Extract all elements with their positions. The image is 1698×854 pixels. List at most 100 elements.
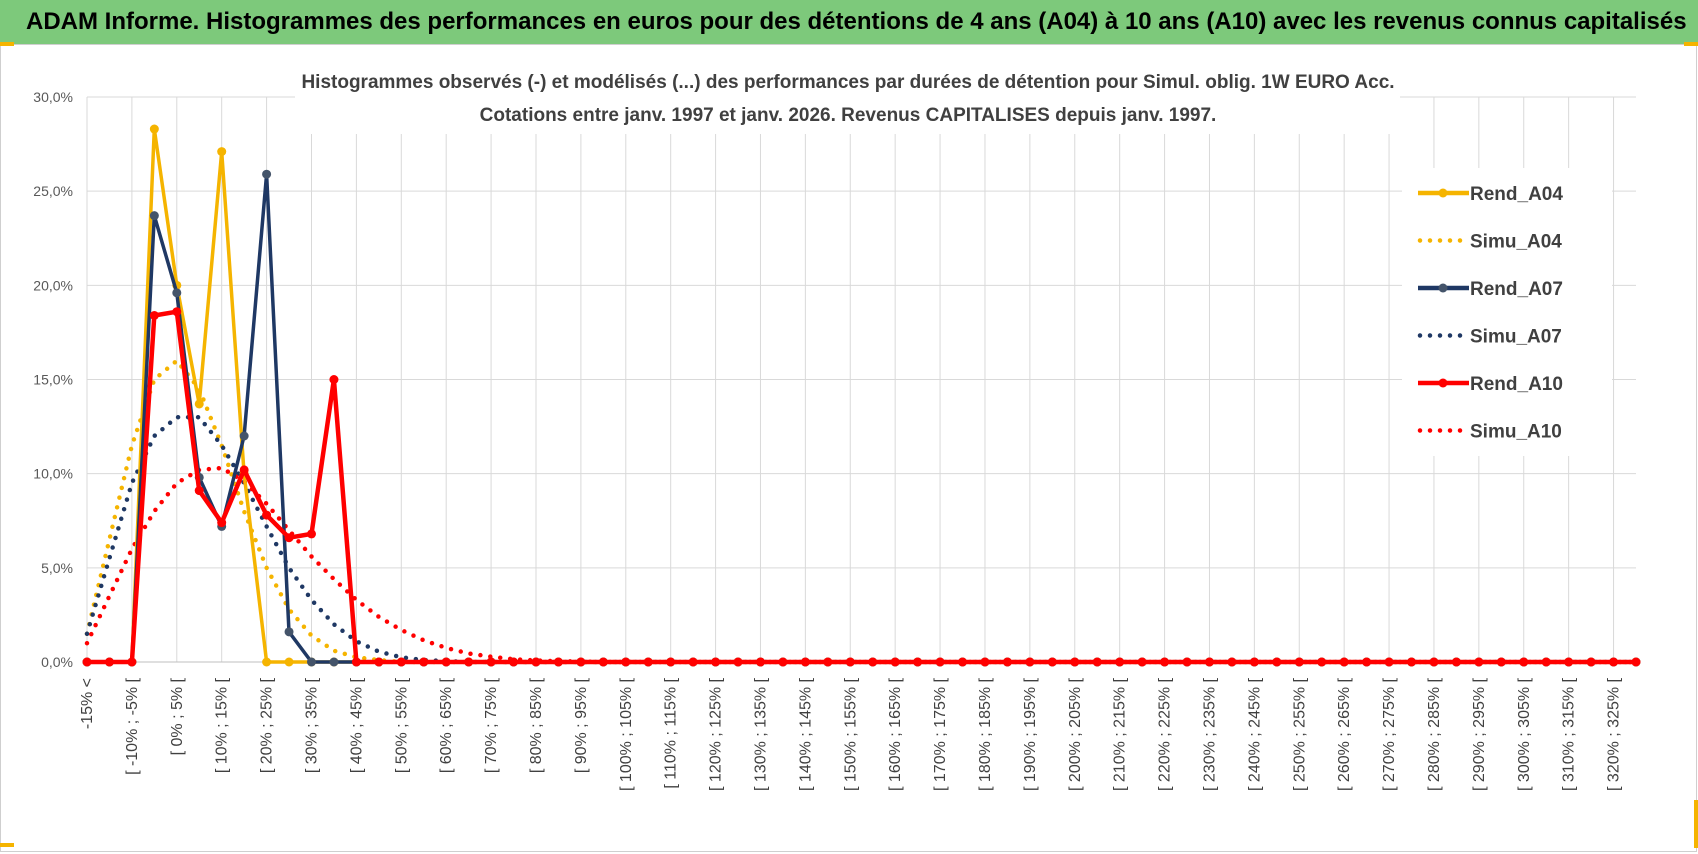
legend-item-rend_a07: Rend_A07 — [1418, 279, 1563, 300]
legend-label: Simu_A04 — [1470, 232, 1562, 253]
x-tick-label: [ 210% ; 215% [ — [1112, 677, 1129, 791]
data-point — [149, 310, 159, 320]
x-tick-label: -15% < — [79, 678, 96, 729]
x-tick-label: [ 240% ; 245% [ — [1246, 677, 1263, 791]
data-point — [621, 657, 631, 667]
data-point — [1362, 657, 1372, 667]
data-point — [1137, 657, 1147, 667]
data-point — [531, 657, 541, 667]
data-point — [217, 518, 227, 528]
data-point — [1541, 657, 1551, 667]
data-point — [419, 657, 429, 667]
data-point — [733, 657, 743, 667]
data-point — [194, 399, 204, 409]
data-point — [239, 431, 249, 441]
x-tick-label: [ 150% ; 155% [ — [842, 677, 859, 791]
x-tick-label: [ 20% ; 25% [ — [259, 677, 276, 773]
data-point — [284, 627, 294, 637]
chart-frame — [0, 44, 1697, 852]
y-tick-label: 20,0% — [33, 277, 73, 293]
data-point — [1227, 657, 1237, 667]
data-point — [1317, 657, 1327, 667]
x-tick-label: [ 200% ; 205% [ — [1067, 677, 1084, 791]
legend-item-rend_a04: Rend_A04 — [1418, 184, 1563, 205]
title-background — [295, 62, 1400, 134]
legend-item-simu_a04: Simu_A04 — [1417, 232, 1562, 253]
series-line — [84, 358, 1639, 665]
data-point — [464, 657, 474, 667]
data-point — [1474, 657, 1484, 667]
y-axis-ticks: 0,0% 5,0% 10,0% 15,0% 20,0% 25,0% 30,0% — [33, 89, 73, 670]
data-point — [1451, 657, 1461, 667]
y-tick-label: 25,0% — [33, 183, 73, 199]
x-tick-label: [ 230% ; 235% [ — [1201, 677, 1218, 791]
data-point — [284, 657, 294, 667]
y-tick-label: 0,0% — [41, 654, 73, 670]
x-tick-label: [ 80% ; 85% [ — [528, 677, 545, 773]
x-tick-label: [ 280% ; 285% [ — [1426, 677, 1443, 791]
report-title: ADAM Informe. Histogrammes des performan… — [26, 8, 1687, 35]
x-tick-label: [ 250% ; 255% [ — [1291, 677, 1308, 791]
chart-title-line1: Histogrammes observés (-) et modélisés (… — [301, 72, 1394, 93]
data-point — [1249, 657, 1259, 667]
data-point — [262, 510, 272, 520]
legend-label: Simu_A10 — [1470, 422, 1562, 443]
x-axis-ticks: -15% < [ -10% ; -5% [[ 0% ; 5% [[ 10% ; 1… — [79, 677, 1623, 791]
data-point — [1339, 657, 1349, 667]
data-point — [441, 657, 451, 667]
data-point — [1092, 657, 1102, 667]
data-point — [172, 288, 182, 298]
data-point — [1429, 657, 1439, 667]
series-rend_a10 — [82, 307, 1641, 667]
data-point — [553, 657, 563, 667]
data-point — [980, 657, 990, 667]
data-point — [913, 657, 923, 667]
data-point — [194, 486, 204, 496]
corner-mark-bottom-right — [1694, 800, 1698, 848]
data-point — [1496, 657, 1506, 667]
x-tick-label: [ 300% ; 305% [ — [1516, 677, 1533, 791]
data-point — [1609, 657, 1619, 667]
data-point — [778, 657, 788, 667]
data-point — [239, 465, 249, 475]
x-tick-label: [ 60% ; 65% [ — [438, 677, 455, 773]
legend-item-simu_a10: Simu_A10 — [1417, 422, 1562, 443]
data-point — [1631, 657, 1641, 667]
corner-mark-top-right — [1684, 42, 1698, 46]
data-point — [172, 307, 182, 317]
x-tick-label: [ 260% ; 265% [ — [1336, 677, 1353, 791]
data-point — [1160, 657, 1170, 667]
data-point — [576, 657, 586, 667]
series-simu_a10 — [84, 465, 1639, 665]
x-tick-label: [ 160% ; 165% [ — [887, 677, 904, 791]
series-line — [84, 465, 1639, 665]
x-tick-label: [ 50% ; 55% [ — [393, 677, 410, 773]
data-point — [1070, 657, 1080, 667]
y-tick-label: 10,0% — [33, 466, 73, 482]
data-point — [351, 657, 361, 667]
legend-label: Simu_A07 — [1470, 327, 1562, 348]
data-point — [845, 657, 855, 667]
data-point — [755, 657, 765, 667]
x-tick-label: [ 10% ; 15% [ — [214, 677, 231, 773]
x-tick-label: [ 100% ; 105% [ — [618, 677, 635, 791]
data-point — [1294, 657, 1304, 667]
corner-mark-top-left — [0, 42, 14, 46]
data-point — [284, 533, 294, 543]
legend-background — [1402, 168, 1612, 456]
data-point — [396, 657, 406, 667]
data-point — [509, 657, 519, 667]
x-tick-label: [ 190% ; 195% [ — [1022, 677, 1039, 791]
legend-marker — [1438, 378, 1448, 388]
x-tick-label: [ 40% ; 45% [ — [348, 677, 365, 773]
legend-marker — [1438, 283, 1448, 293]
x-tick-label: [ 180% ; 185% [ — [977, 677, 994, 791]
corner-mark-bottom-left — [0, 843, 14, 847]
data-point — [1182, 657, 1192, 667]
data-point — [1586, 657, 1596, 667]
data-point — [1025, 657, 1035, 667]
y-tick-label: 5,0% — [41, 560, 73, 576]
x-tick-label: [ 110% ; 115% [ — [663, 677, 680, 788]
data-point — [1002, 657, 1012, 667]
